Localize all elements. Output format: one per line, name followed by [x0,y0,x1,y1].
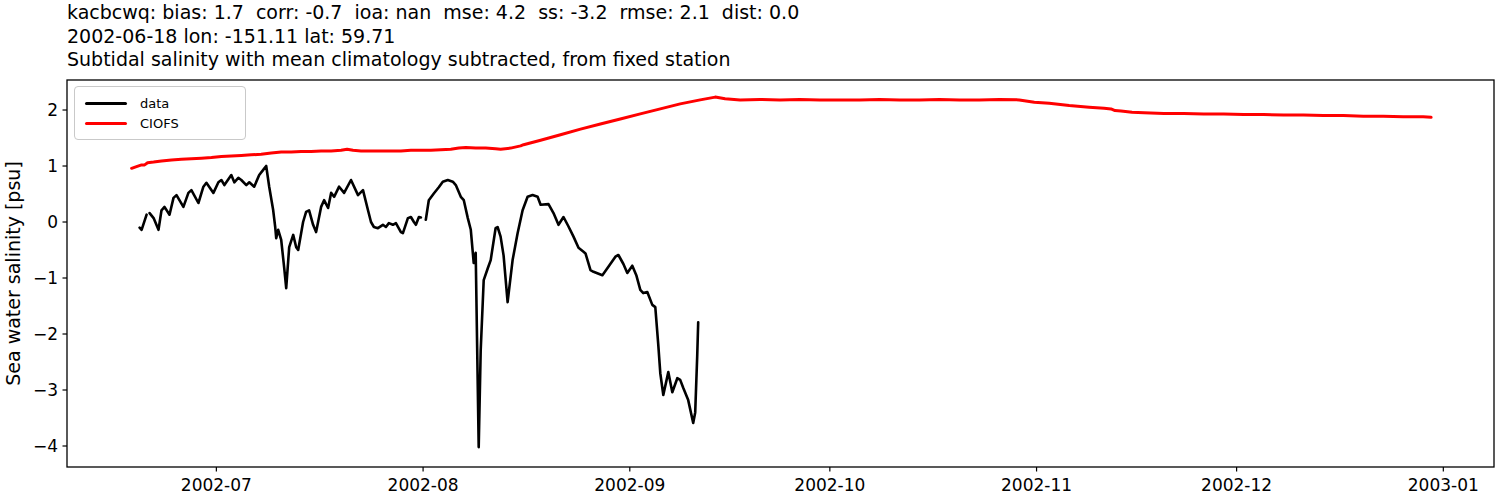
axes-frame [67,80,1494,467]
x-tick-label: 2003-01 [1408,475,1479,495]
y-tick-label: 2 [47,100,58,120]
plot-area: 2002-07 2002-08 2002-09 2002-10 2002-11 2002-… [0,0,1500,500]
x-tick-label: 2002-09 [594,475,665,495]
y-tick-label: −1 [33,268,58,288]
legend-item-data: data [85,93,235,113]
y-tick-label: −4 [33,436,58,456]
y-tick-label: −3 [33,380,58,400]
data-line-swatch [85,102,127,105]
legend-label-ciofs: CIOFS [140,116,179,131]
legend-item-ciofs: CIOFS [85,113,235,133]
x-tick-label: 2002-11 [1001,475,1072,495]
y-tick-label: 1 [47,156,58,176]
y-axis-label: Sea water salinity [psu] [2,161,24,386]
figure: { "chart_data": { "type": "line", "title… [0,0,1500,500]
x-tick-label: 2002-10 [794,475,865,495]
x-tick-label: 2002-08 [388,475,459,495]
x-tick-label: 2002-12 [1201,475,1272,495]
ciofs-series-line [132,97,1432,168]
y-tick-label: −2 [33,324,58,344]
legend: data CIOFS [74,86,246,140]
ciofs-line-swatch [85,122,127,125]
x-tick-label: 2002-07 [181,475,252,495]
legend-label-data: data [140,96,169,111]
data-series-line [140,166,699,447]
y-tick-label: 0 [47,212,58,232]
